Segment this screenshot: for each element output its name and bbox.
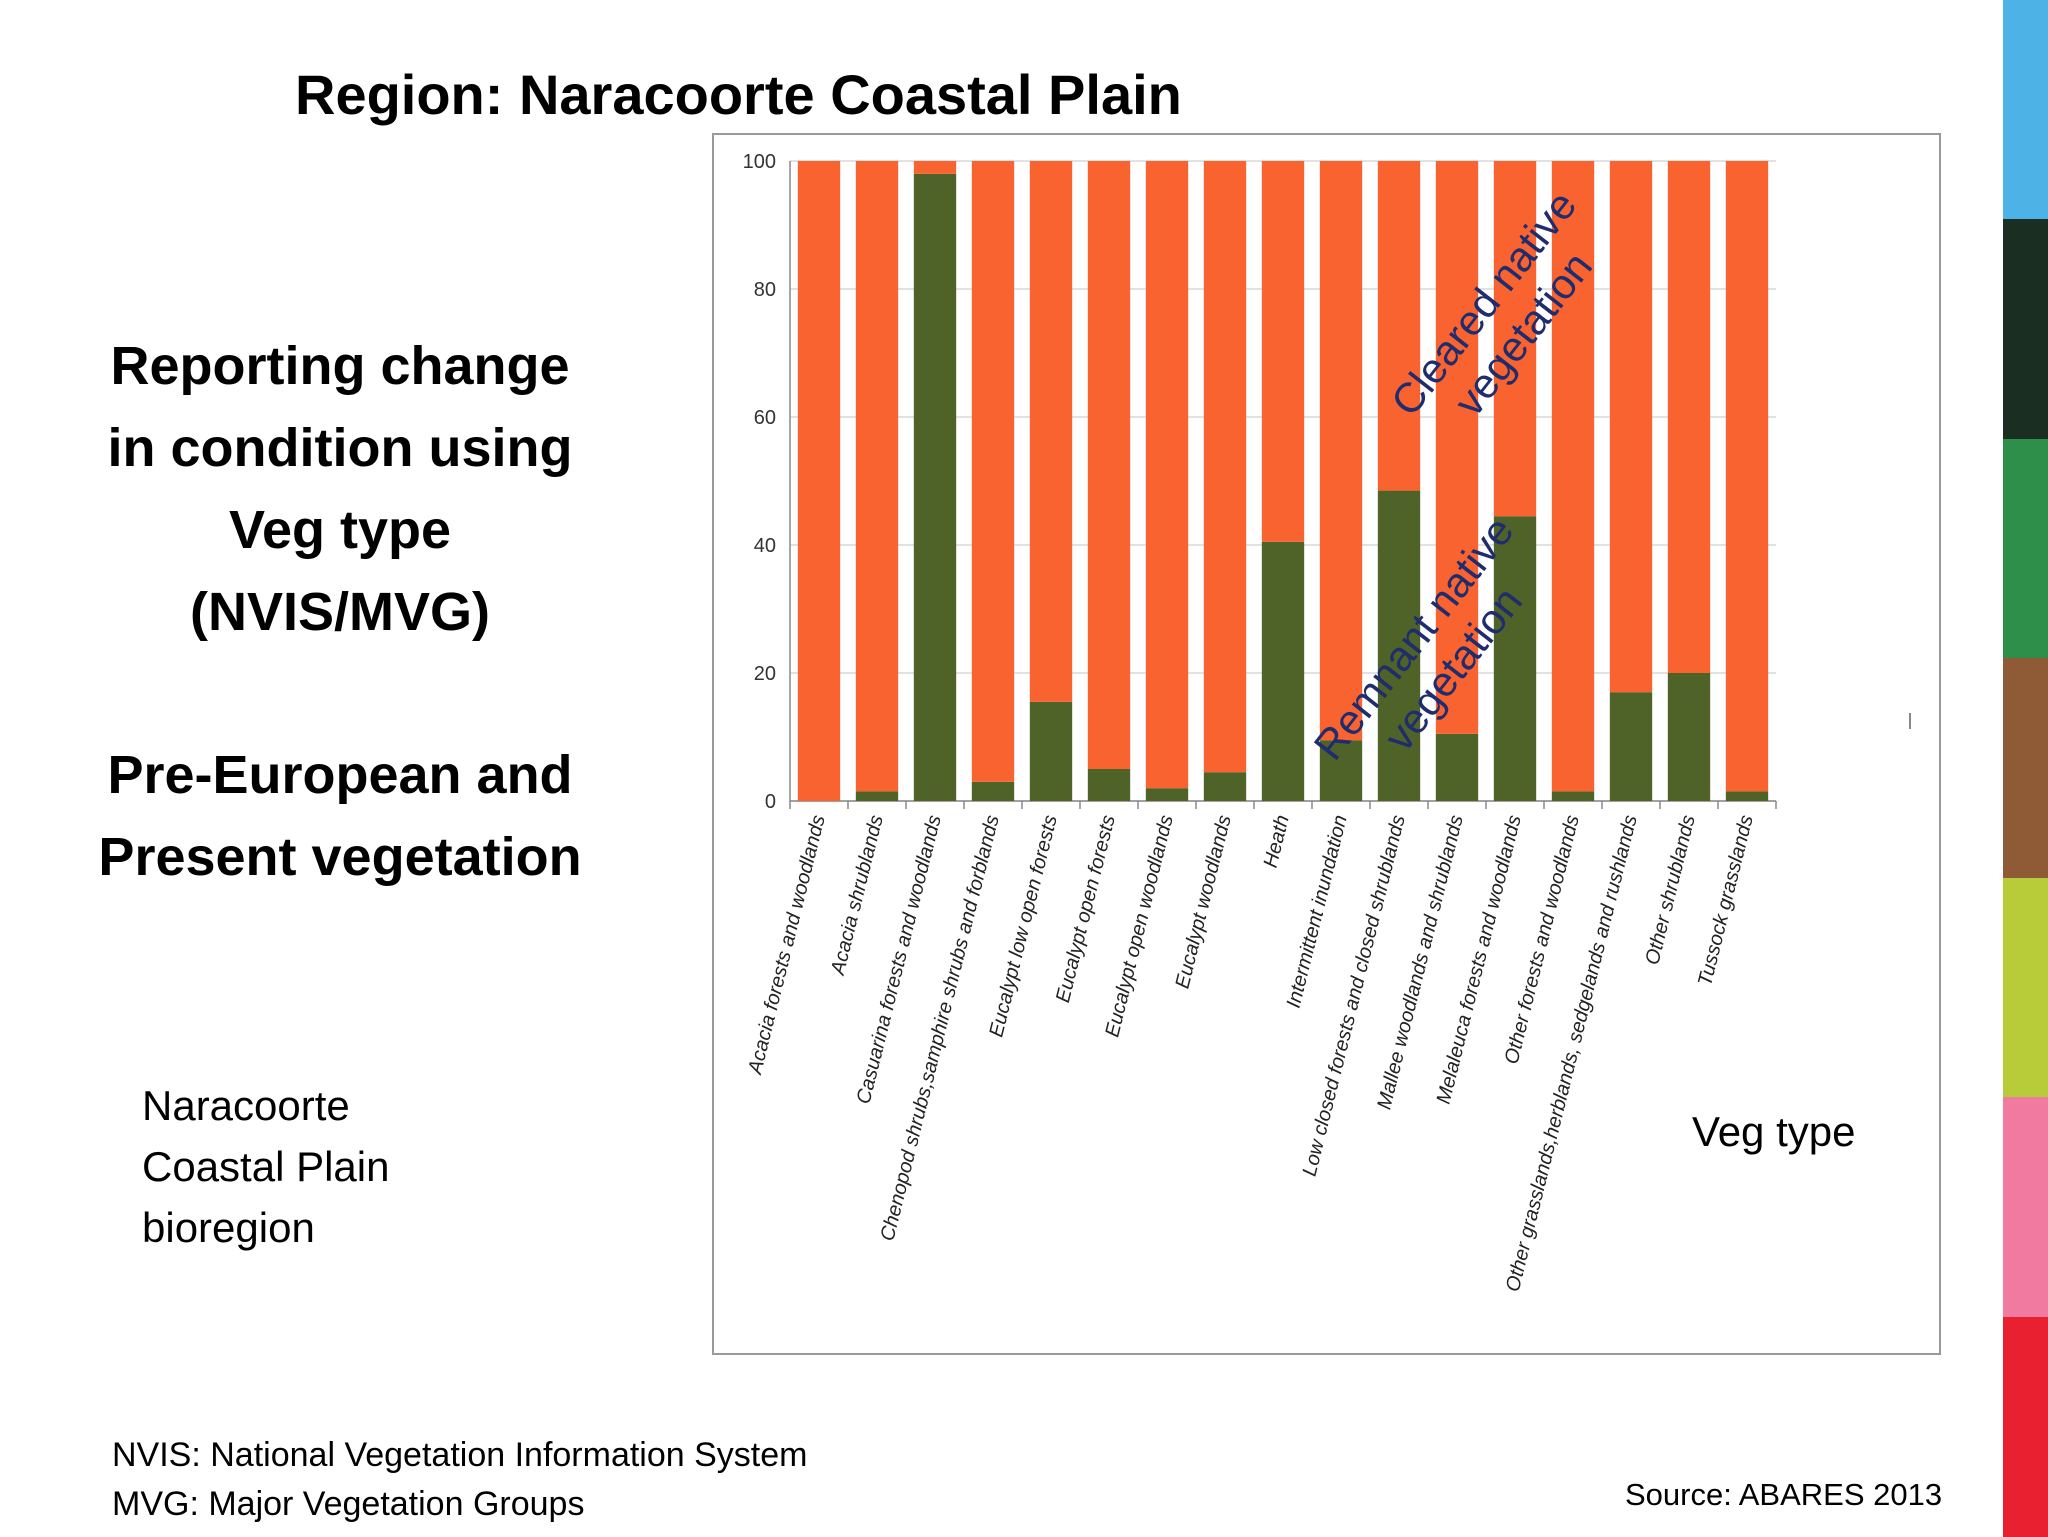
slide-description: Reporting change in condition using Veg … [40, 325, 640, 653]
subdescription-line: Present vegetation [98, 827, 582, 887]
description-line: in condition using [107, 418, 573, 478]
bar-remnant [1029, 701, 1073, 801]
bar-remnant [1203, 772, 1247, 801]
bar-cleared [1667, 161, 1711, 673]
brand-stripe-segment [2003, 658, 2048, 879]
x-tick-label: Heath [1260, 813, 1294, 870]
bar-remnant [1493, 516, 1537, 801]
brand-stripe-segment [2003, 0, 2048, 221]
bar-cleared [1087, 161, 1131, 769]
brand-stripe-segment [2003, 877, 2048, 1099]
y-tick-label: 100 [743, 151, 776, 173]
bar-cleared [913, 161, 957, 174]
x-tick-label: Intermittent inundation [1283, 813, 1352, 1010]
x-axis-label: Veg type [1692, 1108, 1855, 1155]
source-citation: Source: ABARES 2013 [1625, 1477, 1943, 1512]
region-label-line: Coastal Plain [142, 1143, 390, 1190]
bar-remnant [1261, 541, 1305, 801]
bar-remnant [1551, 791, 1595, 801]
bar-cleared [1377, 161, 1421, 491]
brand-stripe-segment [2003, 1316, 2048, 1537]
x-tick-label: Tussock grasslands [1694, 813, 1758, 988]
bar-remnant [1087, 769, 1131, 801]
slide-subdescription: Pre-European and Present vegetation [40, 734, 640, 898]
bar-cleared [1493, 161, 1537, 517]
y-tick-label: 40 [754, 535, 776, 557]
y-tick-label: 80 [754, 279, 776, 301]
x-tick-label: Low closed forests and closed shrublands [1299, 813, 1410, 1179]
brand-stripe-segment [2003, 219, 2048, 440]
x-tick-label: Other shrublands [1641, 813, 1699, 967]
y-tick-label: 0 [765, 791, 776, 813]
bar-remnant [1667, 673, 1711, 801]
bar-cleared [797, 161, 841, 801]
brand-stripe-segment [2003, 438, 2048, 660]
bar-cleared [1725, 161, 1769, 792]
x-tick-label: Eucalypt open forests [1052, 813, 1120, 1005]
description-line: Reporting change [110, 336, 570, 396]
x-tick-label: Eucalypt woodlands [1171, 813, 1235, 991]
bar-remnant [1319, 740, 1363, 801]
bar-cleared [1435, 161, 1479, 734]
x-tick-label: Eucalypt low open forests [985, 813, 1061, 1039]
slide-title: Region: Naracoorte Coastal Plain [295, 63, 1182, 126]
bar-cleared [1029, 161, 1073, 702]
subdescription-line: Pre-European and [107, 745, 573, 805]
bar-remnant [971, 781, 1015, 801]
region-label-line: bioregion [142, 1204, 315, 1251]
footnote-mvg: MVG: Major Vegetation Groups [112, 1485, 585, 1523]
chart-frame [712, 133, 1941, 1355]
x-tick-label: Eucalypt open woodlands [1101, 813, 1177, 1040]
x-tick-label: Acacia shrublands [827, 813, 888, 978]
brand-stripe-segment [2003, 1097, 2048, 1318]
bar-remnant [1435, 733, 1479, 801]
x-tick-label: Acacia forests and woodlands [744, 813, 830, 1077]
bar-cleared [971, 161, 1015, 782]
x-tick-label: Chenopod shrubs,samphire shrubs and forb… [877, 813, 1004, 1243]
y-tick-label: 20 [754, 663, 776, 685]
bar-remnant [1377, 490, 1421, 801]
bar-remnant [913, 173, 957, 802]
bar-cleared [1203, 161, 1247, 773]
bar-cleared [1145, 161, 1189, 789]
region-label-line: Naracoorte [142, 1082, 350, 1129]
description-line: Veg type [228, 500, 452, 560]
footnote-nvis: NVIS: National Vegetation Information Sy… [112, 1436, 808, 1474]
bar-cleared [1319, 161, 1363, 741]
description-line: (NVIS/MVG) [189, 582, 490, 642]
bar-remnant [1725, 791, 1769, 801]
bar-remnant [1145, 788, 1189, 801]
bar-cleared [855, 161, 899, 792]
y-tick-label: 60 [754, 407, 776, 429]
bar-remnant [1609, 692, 1653, 801]
bar-remnant [855, 791, 899, 801]
bar-cleared [1261, 161, 1305, 542]
bar-cleared [1609, 161, 1653, 693]
bar-cleared [1551, 161, 1595, 792]
